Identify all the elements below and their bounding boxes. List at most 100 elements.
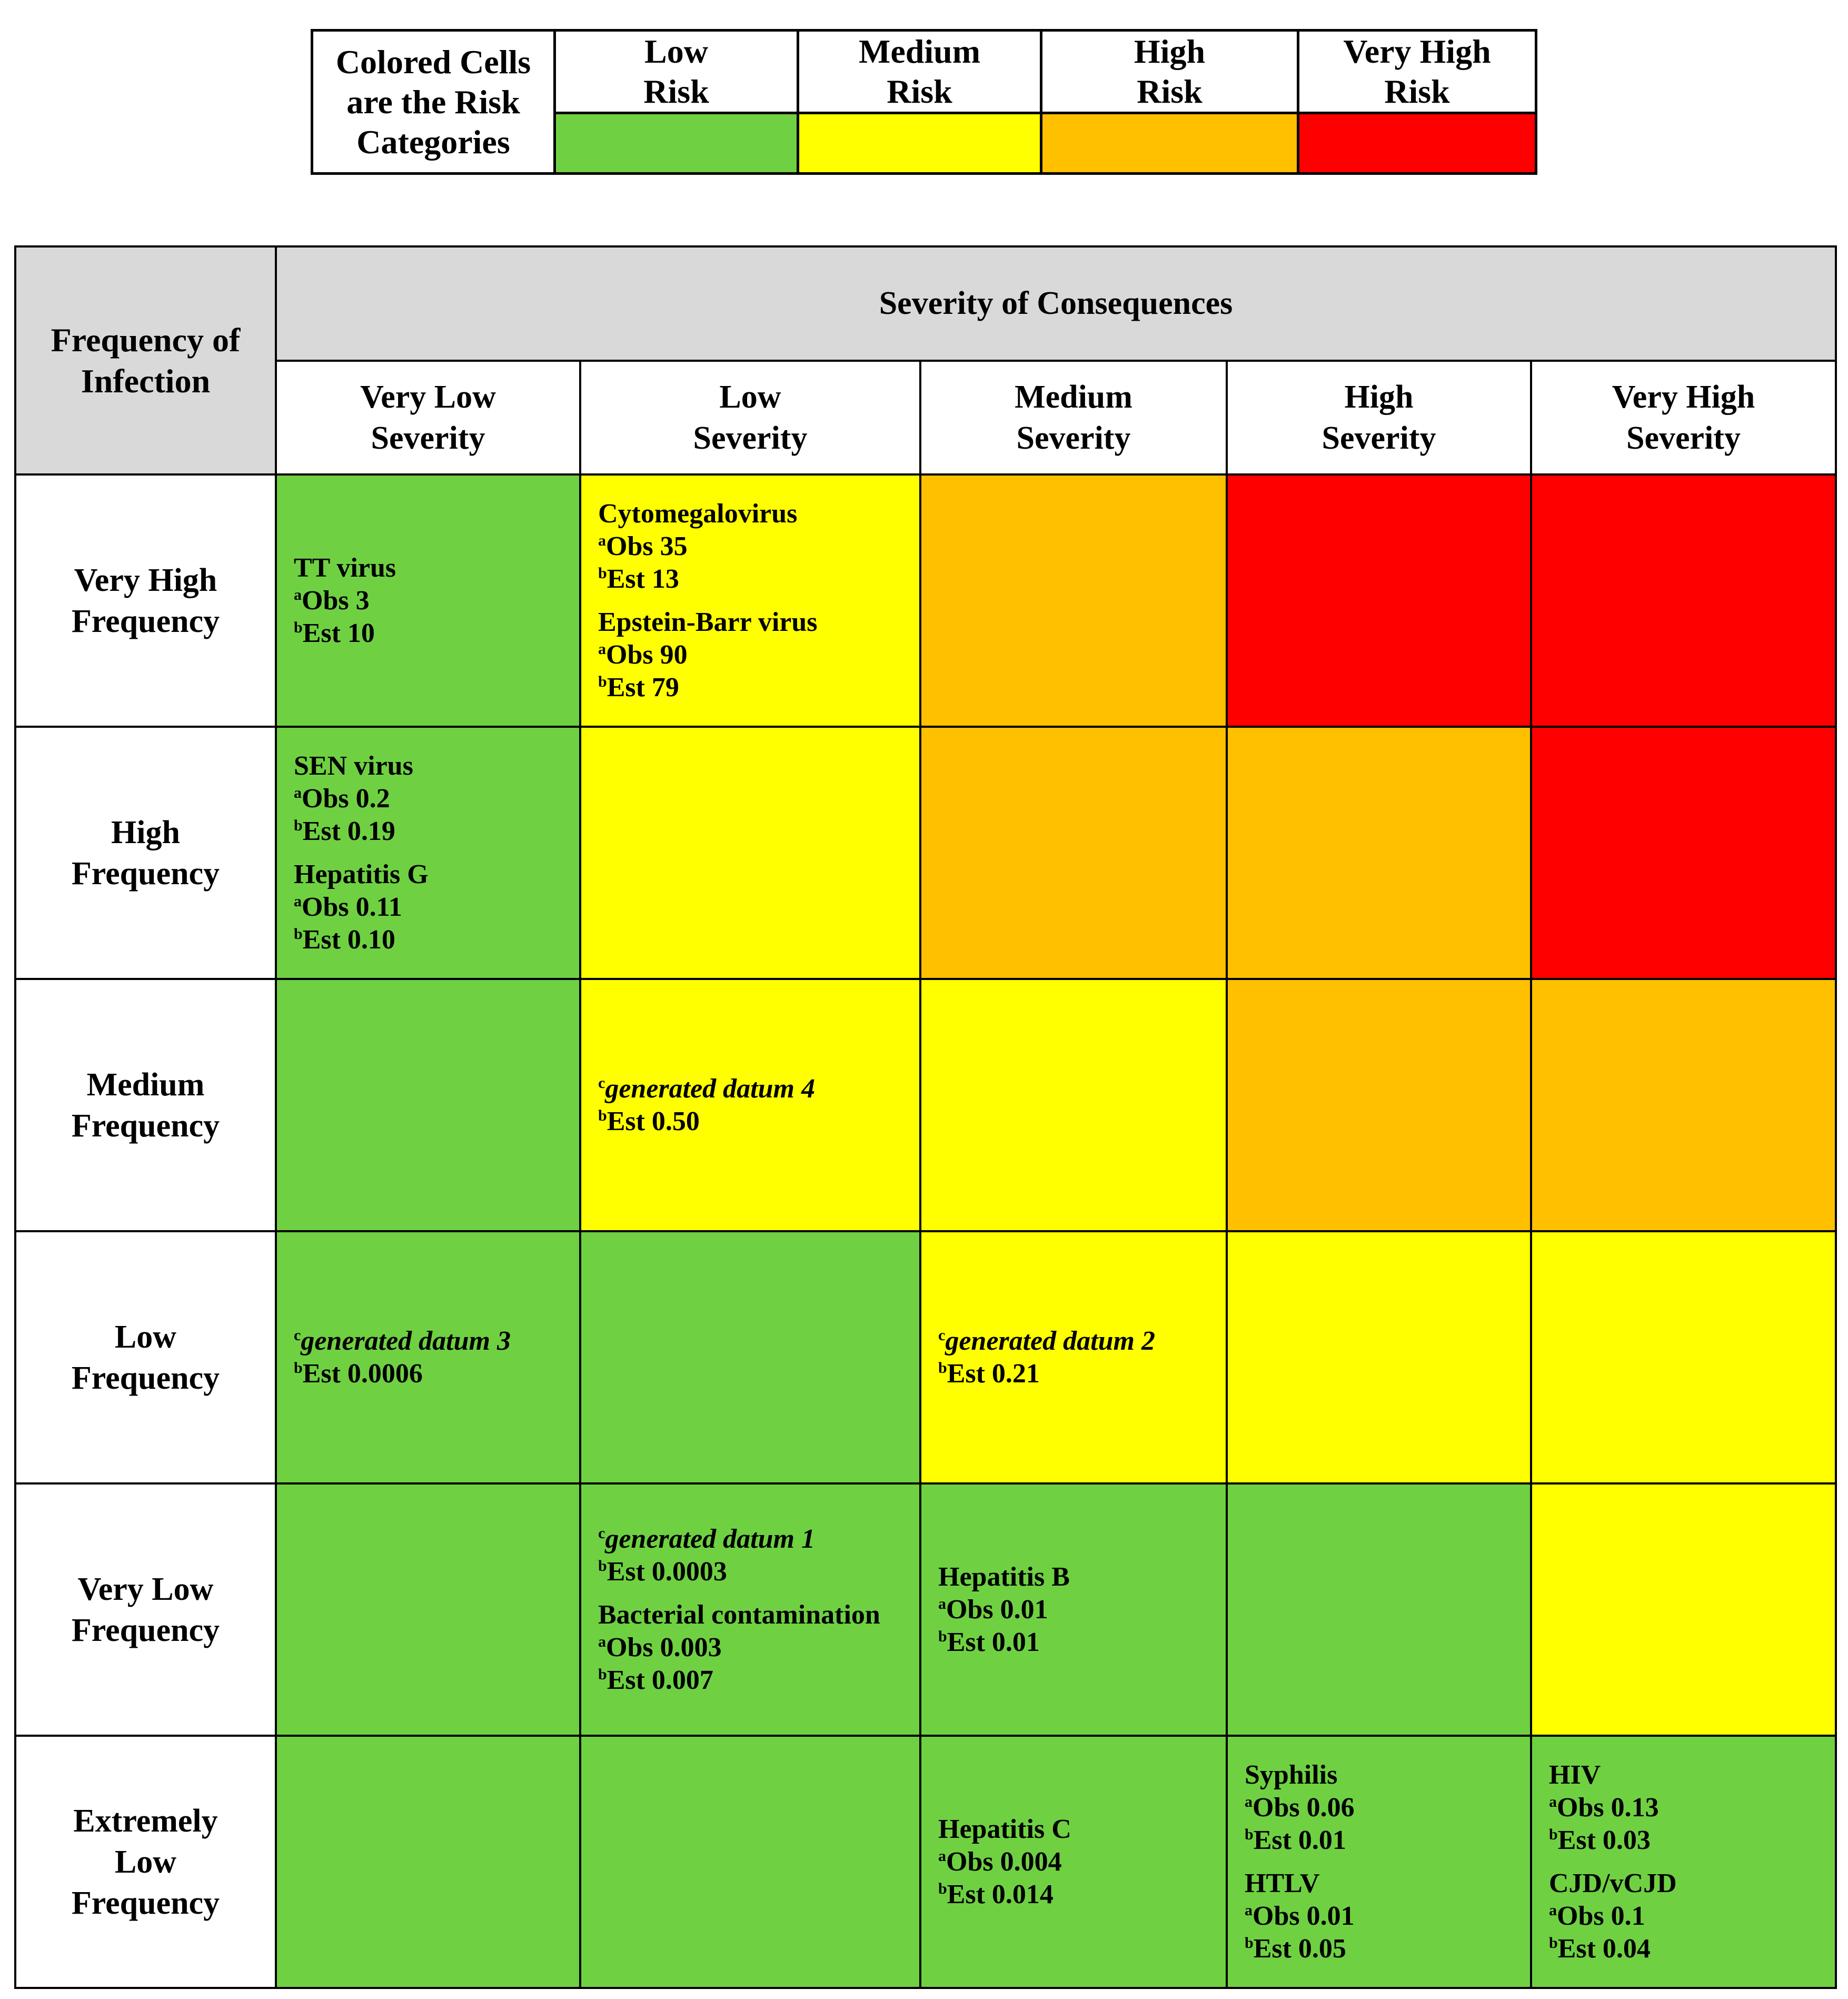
risk-cell: cgenerated datum 3 bEst 0.0006 — [275, 1230, 581, 1485]
risk-cell — [1530, 978, 1837, 1232]
observed-value-line: aObs 0.01 — [938, 1594, 1226, 1626]
pathogen-entry: Bacterial contamination aObs 0.003 bEst 0.… — [598, 1599, 919, 1697]
pathogen-entry: cgenerated datum 3 bEst 0.0006 — [294, 1325, 579, 1390]
observed-value-line: aObs 90 — [598, 639, 919, 671]
estimated-value-line: bEst 0.01 — [1245, 1824, 1530, 1857]
footnote-mark: c — [598, 1074, 605, 1092]
footnote-mark: b — [598, 1665, 607, 1683]
severity-header-line: Severity — [371, 420, 485, 456]
observed-value: Obs 0.2 — [302, 783, 390, 814]
generated-datum-line: cgenerated datum 2 — [938, 1325, 1226, 1358]
footnote-mark: b — [938, 1359, 947, 1377]
frequency-header-line: Very Low — [77, 1571, 214, 1607]
risk-cell — [1226, 1482, 1532, 1737]
observed-value: Obs 0.11 — [302, 892, 402, 922]
footnote-mark: a — [938, 1847, 946, 1865]
observed-value: Obs 0.01 — [946, 1594, 1048, 1625]
footnote-mark: a — [938, 1595, 946, 1612]
pathogen-name: HIV — [1549, 1759, 1601, 1790]
footnote-mark: b — [938, 1879, 947, 1897]
risk-cell — [919, 473, 1228, 728]
risk-cell: cgenerated datum 4 bEst 0.50 — [579, 978, 921, 1232]
estimated-value: Est 0.014 — [947, 1879, 1054, 1909]
pathogen-name: Hepatitis G — [294, 859, 429, 889]
legend-label-low: Low Risk — [553, 29, 799, 114]
observed-value: Obs 0.004 — [946, 1846, 1062, 1877]
estimated-value-line: bEst 0.01 — [938, 1626, 1226, 1659]
pathogen-name: HTLV — [1245, 1868, 1320, 1898]
footnote-mark: b — [294, 816, 303, 834]
observed-value-line: aObs 0.1 — [1549, 1900, 1835, 1933]
risk-cell — [1226, 473, 1532, 728]
footnote-mark: a — [1549, 1793, 1557, 1810]
frequency-header-line: Medium — [86, 1066, 205, 1103]
footnote-mark: a — [598, 640, 606, 658]
footnote-mark: b — [598, 1106, 607, 1124]
generated-datum-line: cgenerated datum 3 — [294, 1325, 579, 1358]
observed-value: Obs 3 — [302, 585, 370, 616]
estimated-value: Est 10 — [302, 618, 375, 648]
observed-value-line: aObs 0.004 — [938, 1846, 1226, 1878]
footnote-mark: a — [294, 784, 302, 801]
risk-cell — [275, 1735, 581, 1989]
estimated-value: Est 0.10 — [302, 924, 395, 955]
observed-value-line: aObs 0.06 — [1245, 1792, 1530, 1824]
frequency-header-line: Very High — [74, 562, 217, 598]
frequency-header-line: High — [111, 814, 180, 850]
frequency-axis-title: Frequency of Infection — [14, 245, 277, 476]
estimated-value: Est 0.04 — [1557, 1933, 1651, 1964]
footnote-mark: b — [294, 618, 303, 636]
generated-datum-label: generated datum 2 — [945, 1325, 1155, 1356]
footnote-mark: b — [1549, 1825, 1558, 1843]
pathogen-entry: cgenerated datum 4 bEst 0.50 — [598, 1073, 919, 1138]
legend-label-high: High Risk — [1040, 29, 1299, 114]
risk-cell — [1530, 1230, 1837, 1485]
risk-cell: Syphilis aObs 0.06 bEst 0.01 HTLV aObs 0.01 b… — [1226, 1735, 1532, 1989]
severity-column-header: High Severity — [1226, 360, 1532, 476]
footnote-mark: a — [1245, 1793, 1253, 1810]
risk-cell — [1226, 726, 1532, 980]
footnote-mark: b — [294, 1359, 303, 1377]
risk-cell — [919, 726, 1228, 980]
frequency-header-line: Frequency — [71, 1107, 220, 1144]
legend-swatch-very-high — [1297, 112, 1537, 175]
frequency-header-line: Frequency — [71, 855, 220, 892]
risk-cell — [275, 978, 581, 1232]
pathogen-entry: HIV aObs 0.13 bEst 0.03 — [1549, 1759, 1835, 1857]
risk-cell — [275, 1482, 581, 1737]
estimated-value-line: bEst 0.05 — [1245, 1933, 1530, 1965]
frequency-header-line: Frequency — [71, 1885, 220, 1921]
generated-datum-label: generated datum 4 — [605, 1073, 815, 1104]
estimated-value-line: bEst 0.0006 — [294, 1358, 579, 1390]
risk-cell — [579, 1735, 921, 1989]
legend-swatch-medium — [797, 112, 1042, 175]
severity-axis-title: Severity of Consequences — [275, 245, 1837, 362]
estimated-value: Est 0.01 — [947, 1627, 1040, 1657]
footnote-mark: a — [598, 531, 606, 549]
risk-legend: Colored Cells are the Risk Categories Lo… — [311, 29, 1537, 175]
estimated-value: Est 0.0003 — [607, 1556, 727, 1587]
pathogen-name: TT virus — [294, 552, 396, 583]
risk-cell — [579, 1230, 921, 1485]
observed-value-line: aObs 0.13 — [1549, 1792, 1835, 1824]
footnote-mark: b — [598, 1557, 607, 1575]
matrix-row: Very High Frequency TT virus aObs 3 bEst 10 C… — [14, 473, 1837, 728]
risk-matrix: Frequency of Infection Severity of Conse… — [14, 245, 1837, 1989]
matrix-row: Medium Frequency cgenerated datum 4 bEst 0.… — [14, 978, 1837, 1232]
frequency-header-line: Extremely — [73, 1803, 218, 1839]
estimated-value: Est 0.50 — [607, 1106, 700, 1136]
legend-caption: Colored Cells are the Risk Categories — [311, 29, 556, 175]
pathogen-entry: cgenerated datum 1 bEst 0.0003 — [598, 1523, 919, 1588]
matrix-row: Very Low Frequency cgenerated datum 1 bEst … — [14, 1482, 1837, 1737]
risk-cell — [1530, 1482, 1837, 1737]
severity-column-header: Medium Severity — [919, 360, 1228, 476]
pathogen-name: CJD/vCJD — [1549, 1868, 1677, 1898]
footnote-mark: b — [1245, 1825, 1254, 1843]
observed-value-line: aObs 0.01 — [1245, 1900, 1530, 1933]
pathogen-name: Epstein-Barr virus — [598, 607, 818, 637]
footnote-mark: b — [1245, 1934, 1254, 1952]
estimated-value: Est 0.03 — [1557, 1825, 1651, 1855]
observed-value-line: aObs 3 — [294, 585, 579, 617]
generated-datum-line: cgenerated datum 1 — [598, 1523, 919, 1556]
